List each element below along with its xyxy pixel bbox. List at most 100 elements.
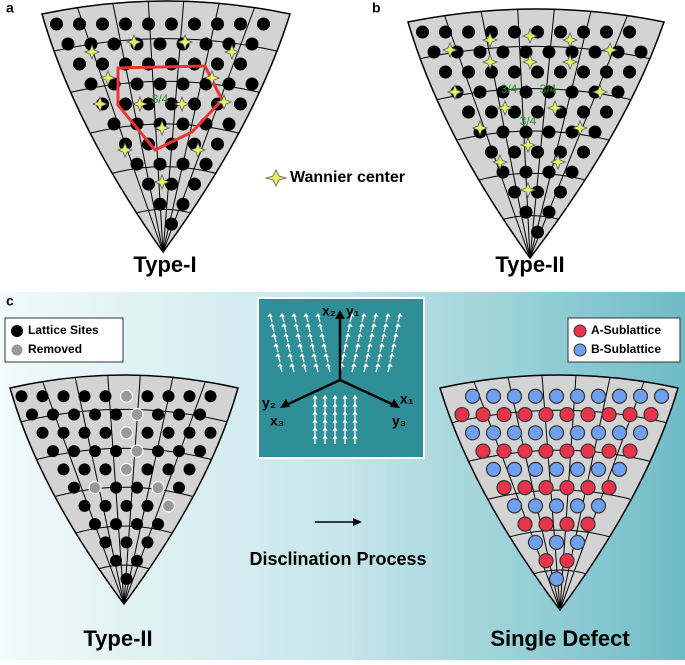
wannier-center: [189, 141, 207, 159]
lattice-site: [485, 25, 498, 39]
lattice-site: [538, 480, 554, 496]
lattice-site: [538, 406, 554, 423]
lattice-site: [506, 425, 523, 441]
lattice-site: [634, 45, 648, 59]
legend-dot: [11, 325, 23, 337]
lattice-site: [211, 17, 224, 31]
lattice-site: [119, 462, 134, 476]
lattice-shape: [407, 8, 665, 260]
lattice-site: [601, 406, 617, 423]
lattice-site: [234, 57, 247, 71]
lattice-site: [96, 17, 109, 31]
grid-line: [464, 375, 561, 610]
wannier-center: [519, 181, 537, 199]
lattice-site: [632, 425, 649, 441]
lattice-site: [517, 516, 533, 532]
lattice-site: [78, 390, 91, 403]
lattice-site: [475, 443, 491, 459]
lattice-site: [506, 461, 523, 477]
lattice-site: [548, 388, 565, 404]
wannier-center: [176, 33, 194, 51]
lattice-site: [517, 406, 533, 423]
field-arrow: [352, 434, 358, 444]
lattice-site: [173, 408, 185, 421]
lattice-site: [542, 205, 556, 219]
lattice-site: [519, 45, 533, 59]
lattice-site: [554, 185, 567, 199]
fraction: 3/4: [520, 114, 537, 128]
lattice-site: [73, 57, 86, 71]
field-arrow: [317, 322, 323, 333]
lattice-site: [580, 480, 596, 496]
lattice-site: [508, 105, 521, 119]
lattice-site: [601, 480, 617, 496]
lattice-site: [153, 77, 167, 91]
lattice-site: [222, 77, 236, 91]
lattice-site: [508, 145, 521, 159]
lattice-site: [142, 97, 155, 111]
lattice-site: [204, 426, 217, 439]
lattice-site: [519, 165, 533, 179]
grid-line: [435, 9, 531, 258]
grid-line: [92, 564, 156, 572]
field-arrow: [385, 312, 391, 323]
lattice-site: [68, 481, 80, 494]
arrowhead: [353, 518, 362, 526]
lattice-site: [643, 406, 659, 423]
lattice-site: [68, 445, 80, 458]
lattice-site: [183, 463, 196, 476]
grid-line: [440, 449, 678, 474]
lattice-site: [527, 498, 544, 514]
field-arrow: [267, 312, 273, 323]
lattice-site: [527, 388, 544, 404]
lattice-site: [600, 105, 613, 119]
lattice-site: [485, 145, 498, 159]
field-arrow: [307, 332, 313, 343]
lattice-site: [496, 443, 512, 459]
field-arrow: [357, 332, 363, 343]
lattice-site: [538, 443, 554, 459]
lattice-site: [176, 77, 190, 91]
lattice-site: [119, 17, 132, 31]
lattice-site: [15, 390, 28, 403]
legend-box: [4, 317, 124, 363]
lattice-site: [508, 185, 521, 199]
lattice-site: [554, 145, 567, 159]
lattice-site: [194, 445, 206, 458]
wannier-center: [481, 53, 499, 71]
field-arrow: [275, 352, 281, 363]
wannier-center: [521, 27, 539, 45]
field-arrow: [312, 434, 318, 444]
field-arrow: [367, 342, 373, 353]
lattice-site: [245, 37, 259, 51]
lattice-site: [611, 85, 625, 99]
field-arrow: [269, 322, 275, 333]
lattice-site: [78, 426, 91, 439]
grid-line: [162, 1, 187, 252]
field-arrow: [287, 352, 293, 363]
lattice-site: [36, 426, 49, 439]
lattice-site: [120, 572, 133, 585]
lattice-site: [542, 165, 556, 179]
field-arrow: [289, 362, 295, 373]
lattice-site: [508, 25, 521, 39]
field-arrow: [365, 352, 371, 363]
lattice-site: [462, 25, 475, 39]
axis-label: y₁: [346, 303, 360, 319]
lattice-site: [538, 553, 554, 569]
lattice-site: [519, 125, 533, 139]
wannier-legend: Wannier center: [264, 169, 405, 187]
lattice-site: [475, 406, 491, 423]
lattice-site: [119, 97, 132, 111]
lattice-site: [153, 37, 167, 51]
wannier-center: [83, 43, 101, 61]
wannier-center: [591, 83, 609, 101]
field-arrow: [395, 322, 401, 333]
lattice-site: [565, 45, 579, 59]
lattice-site: [188, 177, 201, 191]
lattice-site: [152, 408, 164, 421]
legend-dot: [573, 343, 587, 357]
field-arrow: [297, 342, 303, 353]
lattice-site: [165, 217, 178, 231]
lattice-site: [496, 85, 510, 99]
